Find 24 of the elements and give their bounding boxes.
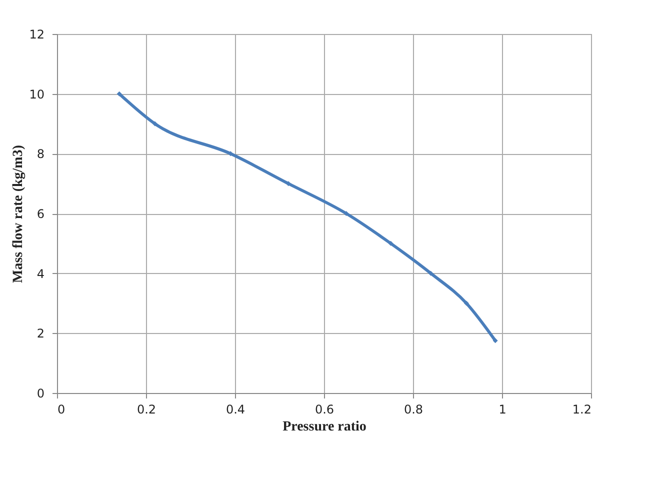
point — [492, 338, 498, 344]
x-axis-title: Pressure ratio — [282, 420, 366, 434]
x-tick-label: 0.6 — [314, 402, 334, 416]
y-tick-label: 6 — [36, 207, 44, 221]
y-tick-label: 10 — [29, 87, 44, 102]
y-tick-label: 8 — [36, 147, 44, 162]
y-tick-label: 12 — [29, 28, 44, 42]
x-tick-label: 1 — [498, 402, 506, 416]
point — [464, 300, 469, 306]
point — [344, 211, 349, 216]
y-axis-title: Mass flow rate (kg/m3) — [11, 144, 26, 284]
y-tick-label: 4 — [36, 266, 44, 281]
x-tick-label: 0 — [58, 402, 66, 416]
x-tick-label: 0.2 — [136, 402, 156, 416]
point — [286, 181, 291, 186]
x-tick-label: 0.8 — [404, 402, 424, 416]
x-tick-label: 1.2 — [572, 402, 592, 416]
y-tick-label: 2 — [36, 326, 44, 341]
point — [116, 91, 122, 96]
point — [152, 121, 158, 126]
y-tick-label: 0 — [36, 386, 44, 400]
point — [428, 270, 434, 276]
x-tick-label: 0.4 — [226, 402, 246, 416]
point — [388, 240, 394, 246]
